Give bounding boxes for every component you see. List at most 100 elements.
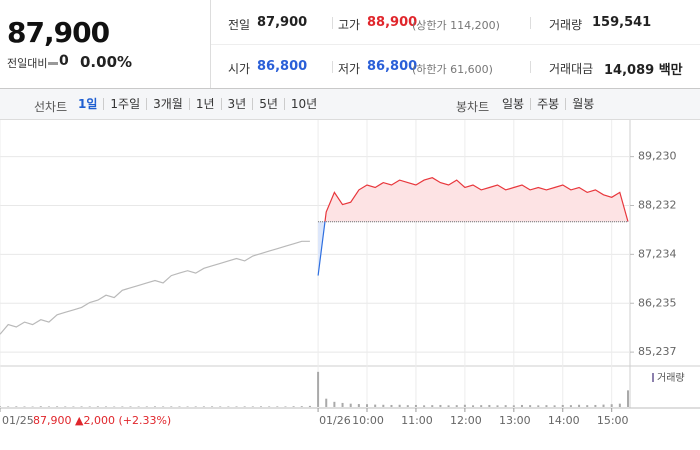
volume-bar <box>602 404 605 407</box>
legend-swatch <box>652 373 654 382</box>
tab[interactable]: 10년 <box>283 98 323 110</box>
volume-bar <box>414 404 417 407</box>
flat-icon <box>48 62 58 65</box>
tab[interactable]: 주봉 <box>530 98 565 110</box>
volume-bar <box>480 405 483 407</box>
volume-bar <box>153 406 156 407</box>
volume-bar <box>300 406 303 407</box>
stat-label: 거래대금 <box>549 62 594 76</box>
volume-bar <box>406 405 409 407</box>
y-tick-label: 87,234 <box>638 247 677 260</box>
tab[interactable]: 3년 <box>220 98 253 110</box>
tab[interactable]: 일봉 <box>502 97 525 111</box>
volume-bar <box>0 406 1 407</box>
volume-bar <box>504 405 507 407</box>
volume-bar <box>64 406 67 407</box>
volume-bar <box>357 404 360 407</box>
volume-bar <box>349 403 352 407</box>
volume-bar <box>537 405 540 407</box>
area-fill <box>318 177 628 276</box>
volume-bar <box>194 406 197 407</box>
volume-bar <box>251 406 254 407</box>
stat-value: 86,800 <box>367 59 418 74</box>
tab-group-label: 선차트 <box>34 100 68 114</box>
volume-bar <box>7 406 10 407</box>
separator <box>332 17 333 29</box>
x-tick-label: 10:00 <box>352 414 384 427</box>
tab[interactable]: 월봉 <box>565 98 600 110</box>
stat-value: 14,089 백만 <box>604 63 683 78</box>
volume-bar <box>219 406 222 407</box>
volume-bar <box>317 371 320 407</box>
volume-bar <box>202 406 205 407</box>
stat-label: 시가 <box>228 62 251 76</box>
price: 87,900 <box>7 16 110 49</box>
tab[interactable]: 1주일 <box>103 98 146 110</box>
volume-bar <box>455 405 458 407</box>
volume-bar <box>545 405 548 407</box>
volume-bar <box>586 405 589 407</box>
stat-label: 저가 <box>338 62 361 76</box>
stat-note: (하한가 61,600) <box>412 63 493 76</box>
tab-list: 일봉 주봉 월봉 <box>496 98 600 110</box>
volume-bar <box>341 402 344 407</box>
volume-bar <box>390 404 393 407</box>
volume-bar <box>96 406 99 407</box>
divider <box>210 0 211 88</box>
stat-value: 87,900 <box>257 15 308 30</box>
summary-rate: (+2.33%) <box>118 414 172 427</box>
separator <box>332 61 333 73</box>
tab[interactable]: 5년 <box>252 98 284 110</box>
legend-label: 거래량 <box>657 372 685 384</box>
y-tick-label: 89,230 <box>638 150 677 163</box>
x-tick-label: 14:00 <box>548 414 580 427</box>
volume-bar <box>72 406 75 407</box>
tab-list: 1일 1주일 3개월 1년 3년 5년 10년 <box>72 98 323 110</box>
volume-bar <box>439 404 442 407</box>
volume-bar <box>80 406 83 407</box>
volume-bar <box>594 404 597 407</box>
tab[interactable]: 1일 <box>78 97 98 111</box>
volume-bar <box>520 404 523 407</box>
volume-bar <box>259 406 262 407</box>
x-tick-label: 15:00 <box>597 414 629 427</box>
x-tick-label: 01/26 <box>319 414 351 427</box>
tab-group-label: 봉차트 <box>456 100 490 114</box>
volume-bar <box>610 404 613 407</box>
volume-bar <box>325 398 328 407</box>
x-tick-label: 12:00 <box>450 414 482 427</box>
price-line <box>0 240 310 335</box>
volume-bar <box>569 405 572 407</box>
volume-bar <box>145 406 148 407</box>
volume-bar <box>243 406 246 407</box>
volume-bar <box>553 405 556 407</box>
volume-bar <box>235 406 238 407</box>
volume-bar <box>374 404 377 407</box>
change-label: 전일대비 <box>7 57 48 70</box>
header <box>0 0 700 89</box>
volume-bar <box>129 406 132 407</box>
y-tick-label: 86,235 <box>638 296 677 309</box>
tab[interactable]: 1년 <box>188 98 221 110</box>
volume-bar <box>308 405 311 407</box>
volume-bar <box>292 406 295 407</box>
summary: 87,900 ▲2,000 (+2.33%) <box>33 414 171 427</box>
x-tick-label: 01/25 <box>2 414 34 427</box>
tab[interactable]: 3개월 <box>146 98 189 110</box>
volume-bar <box>366 404 369 407</box>
volume-bar <box>137 406 140 407</box>
volume-bar <box>431 405 434 407</box>
tab-bar <box>0 89 700 120</box>
stat-value: 86,800 <box>257 59 308 74</box>
stat-label: 고가 <box>338 18 361 32</box>
volume-bar <box>276 406 279 407</box>
volume-bar <box>398 404 401 407</box>
volume-bar <box>268 406 271 407</box>
x-tick-label: 13:00 <box>499 414 531 427</box>
volume-bar <box>15 406 18 407</box>
divider <box>211 44 700 45</box>
volume-bar <box>47 406 50 407</box>
volume-bar <box>529 405 532 407</box>
